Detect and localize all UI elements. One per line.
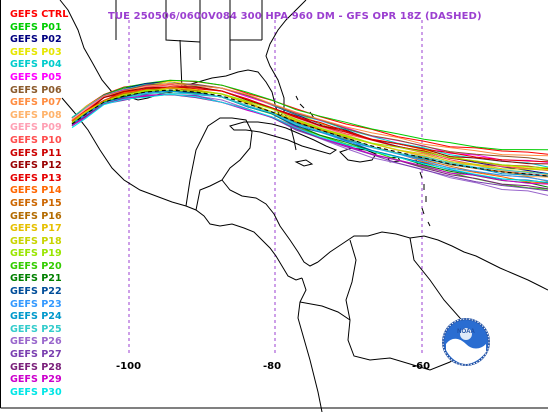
legend-entry: GEFS P14 (10, 185, 68, 198)
legend-entry: GEFS P12 (10, 160, 68, 173)
legend-entry: GEFS P07 (10, 97, 68, 110)
legend-entry: GEFS P27 (10, 349, 68, 362)
legend-entry: GEFS P09 (10, 122, 68, 135)
legend-entry: GEFS P17 (10, 223, 68, 236)
legend-entry: GEFS P26 (10, 336, 68, 349)
legend-entry: GEFS P02 (10, 34, 68, 47)
legend-entry: GEFS P30 (10, 387, 68, 400)
legend-entry: GEFS P16 (10, 211, 68, 224)
legend-entry: GEFS P04 (10, 59, 68, 72)
lon-tick-label: -100 (116, 361, 141, 372)
noaa-logo: NOAA (442, 318, 490, 366)
legend-entry: GEFS P01 (10, 22, 68, 35)
legend-entry: GEFS P22 (10, 286, 68, 299)
legend-entry: GEFS P28 (10, 362, 68, 375)
legend-entry: GEFS P24 (10, 311, 68, 324)
legend-entry: GEFS P19 (10, 248, 68, 261)
map-title: TUE 250506/0600V084 300 HPA 960 DM - GFS… (108, 11, 482, 22)
legend-entry: GEFS P10 (10, 135, 68, 148)
legend-entry: GEFS P25 (10, 324, 68, 337)
legend-entry: GEFS P20 (10, 261, 68, 274)
legend-entry: GEFS P08 (10, 110, 68, 123)
legend-entry: GEFS P21 (10, 273, 68, 286)
legend-entry: GEFS P23 (10, 299, 68, 312)
legend-entry: GEFS P13 (10, 173, 68, 186)
legend-entry: GEFS CTRL (10, 9, 68, 22)
lon-tick-label: -60 (412, 361, 430, 372)
legend-entry: GEFS P18 (10, 236, 68, 249)
legend-entry: GEFS P11 (10, 148, 68, 161)
legend-entry: GEFS P29 (10, 374, 68, 387)
noaa-logo-text: NOAA (457, 329, 475, 335)
legend-entry: GEFS P03 (10, 47, 68, 60)
legend-entry: GEFS P06 (10, 85, 68, 98)
legend-entry: GEFS P15 (10, 198, 68, 211)
lon-tick-label: -80 (263, 361, 281, 372)
legend-entry: GEFS P05 (10, 72, 68, 85)
